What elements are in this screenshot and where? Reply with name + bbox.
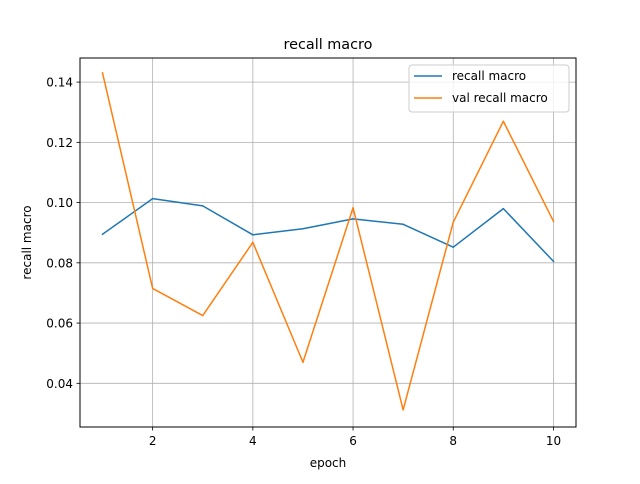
data-point-val-recall-macro bbox=[552, 220, 555, 223]
data-point-val-recall-macro bbox=[302, 361, 304, 363]
chart-title: recall macro bbox=[284, 37, 373, 53]
x-tick-label: 4 bbox=[249, 434, 257, 448]
y-tick-label: 0.04 bbox=[46, 377, 73, 391]
data-point-val-recall-macro bbox=[201, 314, 204, 317]
legend-label-val-recall-macro: val recall macro bbox=[452, 91, 548, 105]
data-point-val-recall-macro bbox=[151, 287, 154, 290]
data-point-recall-macro bbox=[201, 205, 204, 207]
data-point-recall-macro bbox=[101, 233, 104, 235]
data-point-recall-macro bbox=[151, 197, 154, 200]
data-point-val-recall-macro bbox=[402, 409, 404, 411]
y-axis-ticks: 0.04 0.06 0.08 0.10 0.12 0.14 bbox=[46, 76, 80, 391]
y-tick-label: 0.08 bbox=[46, 256, 73, 270]
data-point-recall-macro bbox=[252, 234, 254, 236]
y-tick-label: 0.12 bbox=[46, 136, 73, 150]
y-axis-label: recall macro bbox=[20, 205, 34, 279]
legend-box bbox=[408, 64, 570, 113]
data-point-val-recall-macro bbox=[352, 206, 354, 209]
x-tick-label: 2 bbox=[149, 434, 157, 448]
data-point-val-recall-macro bbox=[252, 241, 254, 244]
x-axis-label: epoch bbox=[310, 456, 347, 470]
x-tick-label: 6 bbox=[349, 434, 357, 448]
data-point-recall-macro bbox=[552, 260, 555, 263]
data-point-recall-macro bbox=[352, 218, 354, 220]
y-tick-label: 0.10 bbox=[46, 196, 73, 210]
x-axis-ticks: 2 4 6 8 10 bbox=[149, 427, 561, 448]
series-line-val-recall-macro bbox=[101, 72, 555, 411]
y-tick-label: 0.06 bbox=[46, 317, 73, 331]
data-point-recall-macro bbox=[302, 228, 304, 230]
series-lines bbox=[101, 72, 555, 411]
data-point-recall-macro bbox=[502, 207, 505, 210]
x-tick-label: 8 bbox=[449, 434, 457, 448]
x-tick-label: 10 bbox=[546, 434, 561, 448]
data-point-val-recall-macro bbox=[452, 221, 455, 223]
y-tick-label: 0.14 bbox=[46, 76, 73, 90]
plot-area-frame bbox=[79, 57, 577, 428]
legend-label-recall-macro: recall macro bbox=[452, 69, 526, 83]
data-point-recall-macro bbox=[452, 246, 455, 248]
data-point-val-recall-macro bbox=[101, 72, 104, 74]
data-point-recall-macro bbox=[402, 223, 404, 226]
data-point-val-recall-macro bbox=[502, 120, 505, 123]
series-line-recall-macro bbox=[101, 197, 555, 263]
legend: recall macro val recall macro bbox=[408, 64, 570, 113]
